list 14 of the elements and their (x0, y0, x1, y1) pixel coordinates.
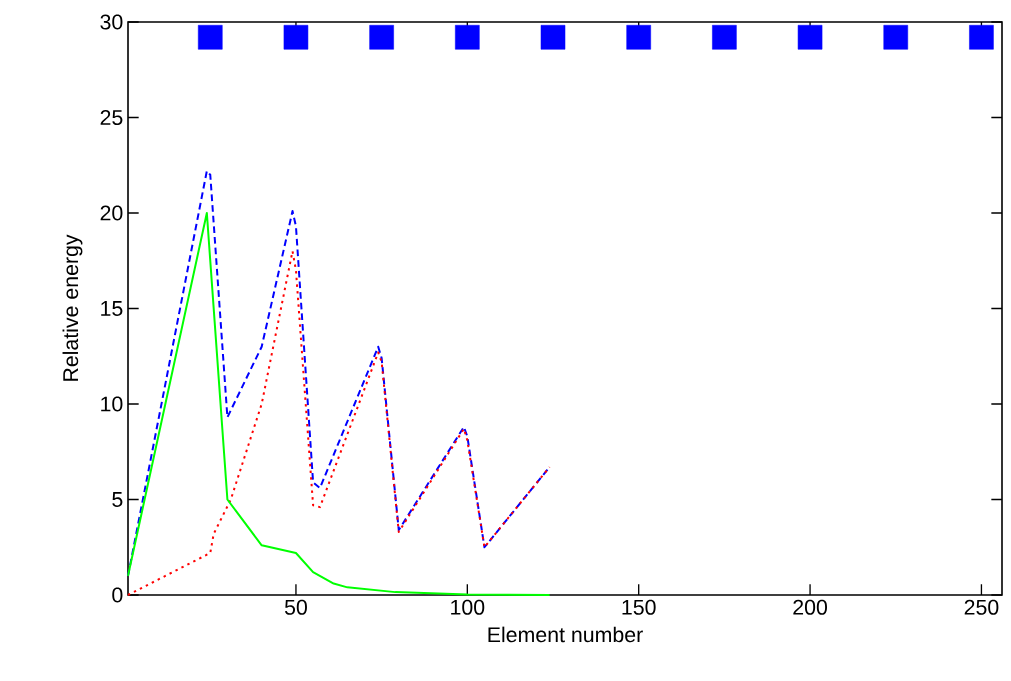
x-tick-label: 50 (284, 599, 307, 615)
x-axis-title: Element number (488, 626, 643, 643)
y-tick-label: 10 (101, 396, 123, 412)
x-tick-label: 100 (451, 599, 485, 615)
y-axis-title: Relative energy (62, 234, 83, 381)
y-tick-label: 30 (100, 14, 123, 30)
y-tick-label: 0 (112, 587, 123, 603)
x-tick-label: 250 (964, 599, 999, 615)
y-tick-label: 20 (100, 205, 123, 221)
y-tick-label: 25 (100, 109, 123, 126)
y-tick-label: 15 (101, 301, 123, 316)
x-tick-label: 200 (793, 599, 828, 615)
y-tick-label: 5 (112, 492, 123, 507)
x-tick-label: 150 (622, 599, 656, 615)
